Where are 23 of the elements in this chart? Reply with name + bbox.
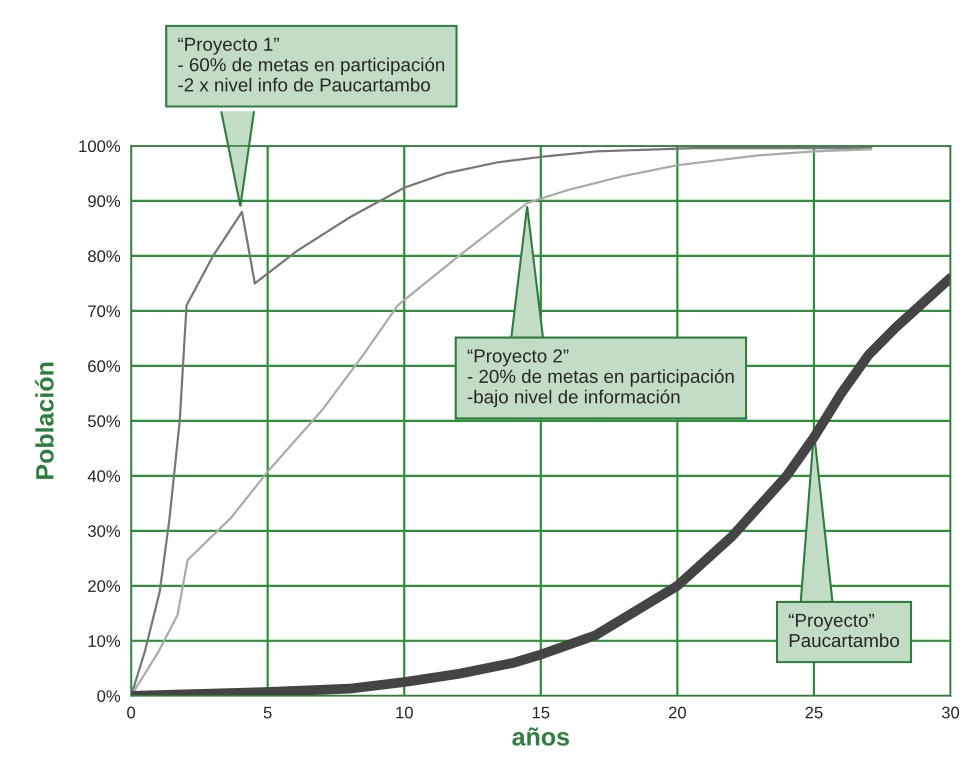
y-tick-label: 100%	[79, 140, 120, 152]
y-tick-label: 80%	[88, 250, 120, 262]
x-tick-label: 25	[806, 706, 823, 718]
x-tick-label: 15	[532, 706, 550, 718]
x-tick-label: 10	[396, 706, 413, 718]
y-tick-label: 0%	[97, 690, 120, 702]
y-tick-label: 40%	[88, 470, 120, 482]
annotation: “Proyecto 2” - 20% de metas en participación -bajo nivel de información	[468, 349, 734, 408]
x-tick-label: 20	[668, 706, 686, 718]
x-tick-label: 5	[264, 706, 272, 718]
y-tick-label: 50%	[88, 415, 120, 428]
y-axis-title: Población	[35, 362, 54, 479]
x-axis-title: años	[512, 727, 569, 746]
y-tick-label: 10%	[88, 635, 120, 648]
x-tick-label: 0	[127, 706, 136, 718]
y-tick-label: 60%	[88, 360, 120, 372]
y-tick-label: 90%	[88, 195, 120, 208]
y-tick-label: 70%	[88, 305, 120, 318]
annotation: “Proyecto 1” - 60% de metas en participación -2 x nivel info de Paucartambo	[178, 38, 444, 92]
y-tick-label: 20%	[88, 580, 120, 592]
annotation: “Proyecto” Paucartambo	[788, 614, 899, 648]
x-tick-label: 30	[942, 706, 960, 718]
y-tick-label: 30%	[88, 525, 120, 538]
